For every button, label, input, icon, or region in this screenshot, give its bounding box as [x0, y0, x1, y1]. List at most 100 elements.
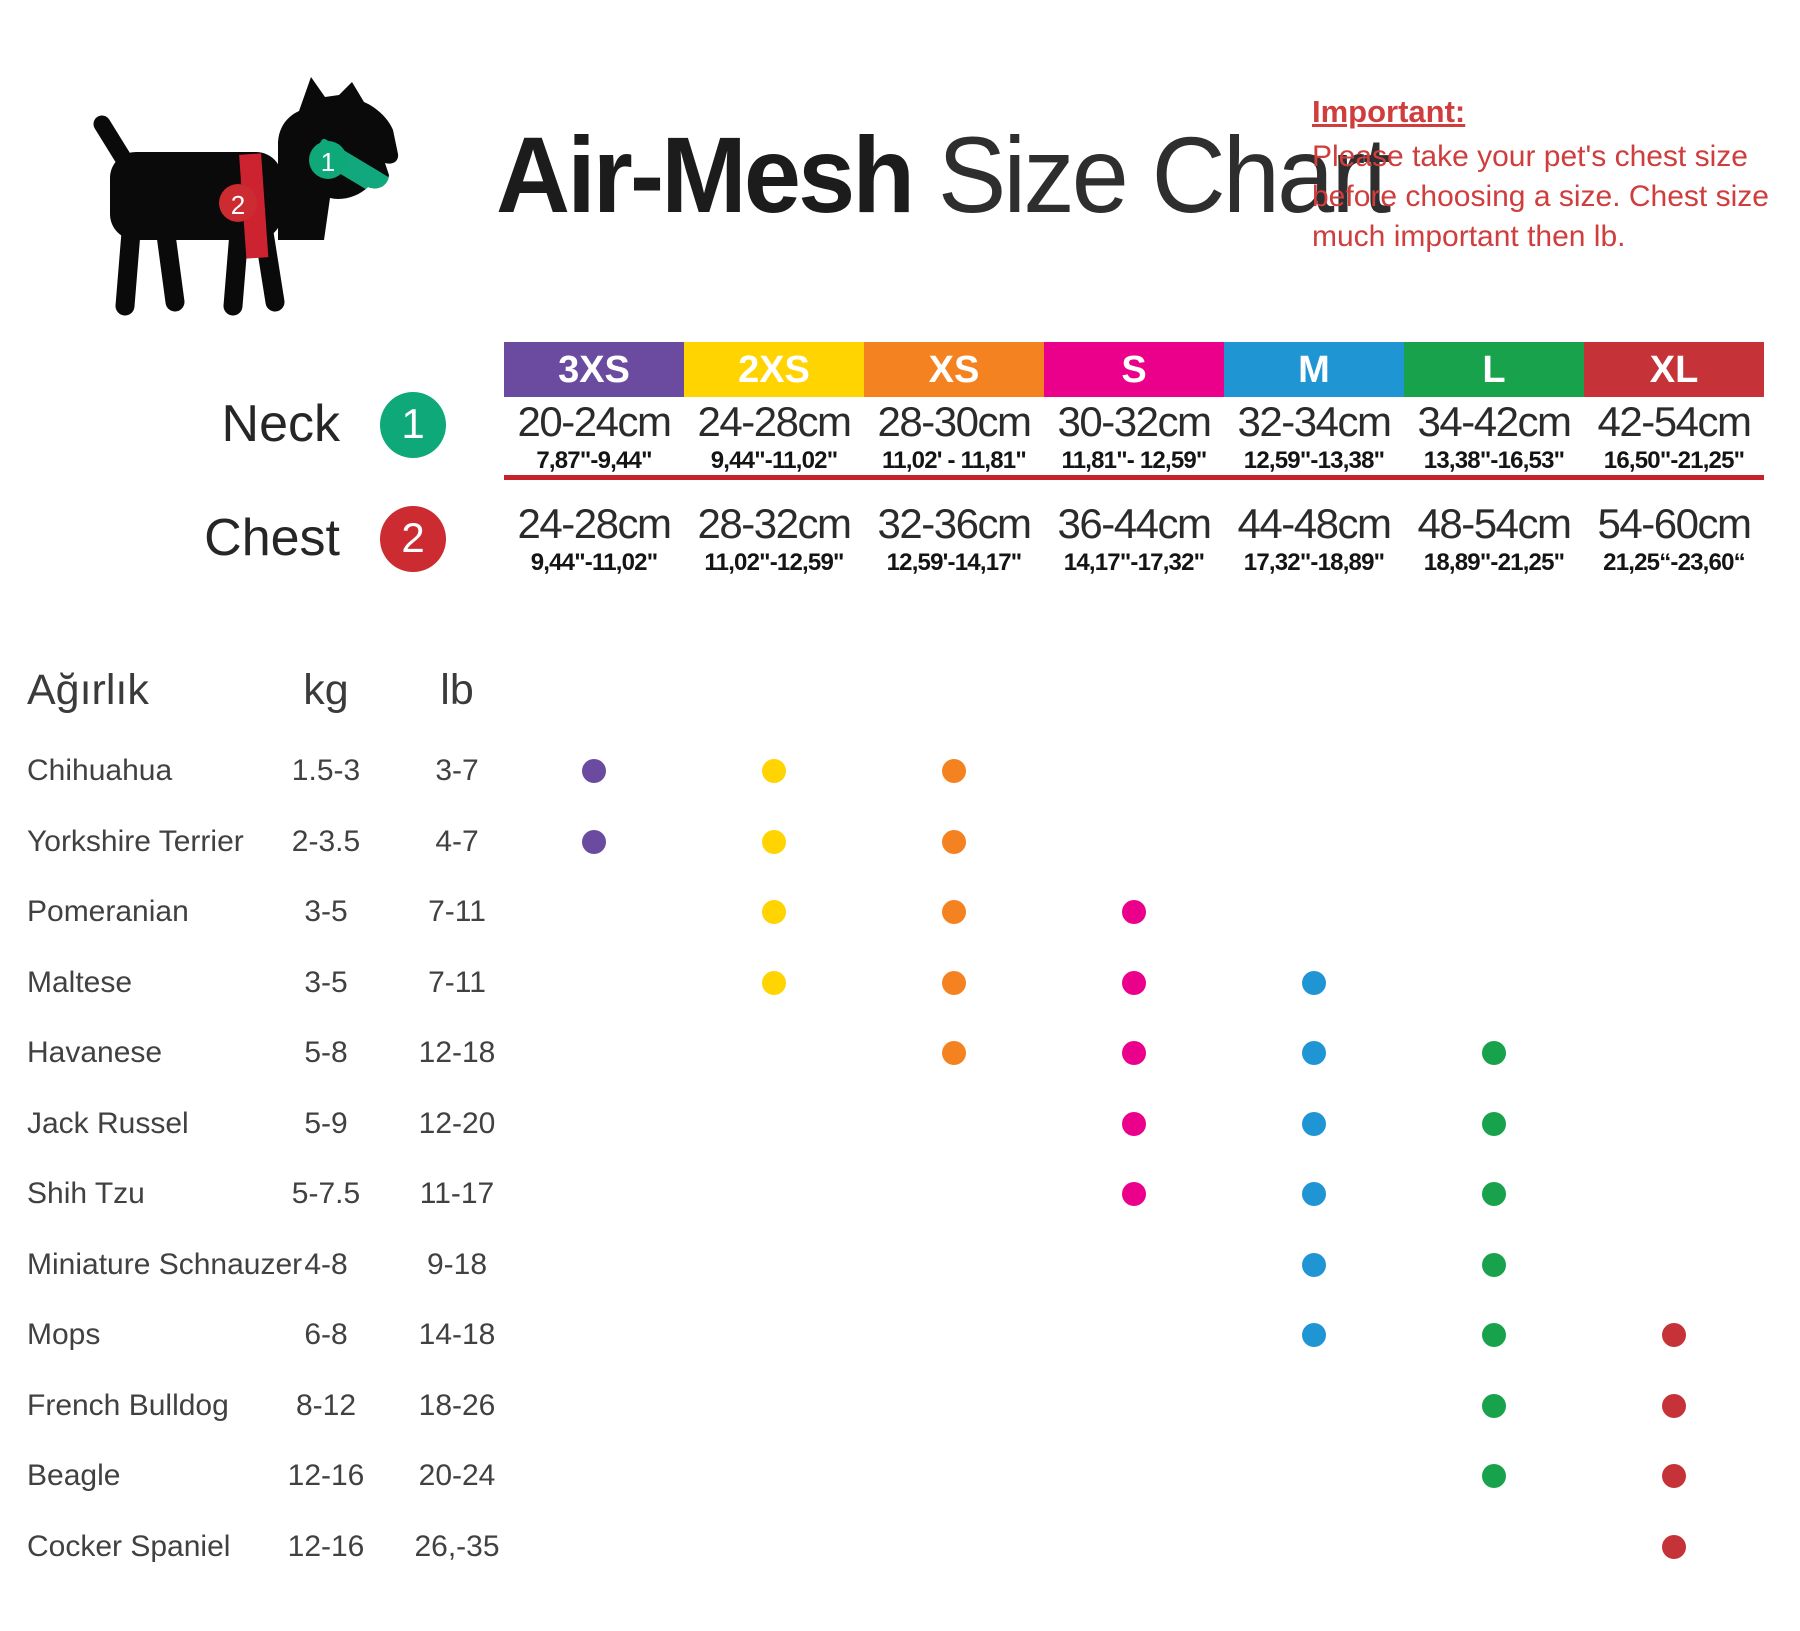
neck-inch-value: 9,44"-11,02" — [710, 447, 838, 474]
size-dot-2xs — [762, 971, 786, 995]
size-dot-m — [1302, 1323, 1326, 1347]
kg-value: 1.5-3 — [291, 754, 361, 787]
chest-marker-badge — [219, 184, 257, 222]
size-dot-xs — [942, 1041, 966, 1065]
kg-column-header: kg — [303, 666, 349, 714]
size-dot-l — [1482, 1464, 1506, 1488]
lb-column-header: lb — [440, 666, 474, 714]
size-header-cell-xl: XL — [1584, 342, 1764, 397]
size-header-cell-l: L — [1404, 342, 1584, 397]
size-dot-xl — [1662, 1394, 1686, 1418]
size-header-cell-m: M — [1224, 342, 1404, 397]
kg-value: 6-8 — [304, 1318, 348, 1351]
chest-inch-value: 18,89"-21,25" — [1423, 549, 1565, 576]
breed-row: Cocker Spaniel 12-16 26,-35 — [0, 1512, 1800, 1582]
neck-inch-value: 16,50"-21,25" — [1603, 447, 1745, 474]
kg-value: 3-5 — [304, 895, 348, 928]
size-dot-l — [1482, 1394, 1506, 1418]
breed-row: Miniature Schnauzer 4-8 9-18 — [0, 1230, 1800, 1300]
size-dot-xs — [942, 900, 966, 924]
chest-size-cell-m: 44-48cm 17,32"-18,89" — [1224, 500, 1404, 578]
dog-harness-illustration: 1 2 — [93, 77, 399, 316]
kg-value: 5-9 — [304, 1107, 348, 1140]
size-dot-3xs — [582, 759, 606, 783]
page-title-bold: Air-Mesh — [496, 114, 915, 235]
chest-inch-value: 14,17"-17,32" — [1063, 549, 1205, 576]
kg-value: 3-5 — [304, 966, 348, 999]
neck-cm-value: 24-28cm — [697, 398, 852, 445]
chest-inch-value: 11,02"-12,59" — [704, 549, 844, 576]
neck-cm-value: 30-32cm — [1057, 398, 1212, 445]
size-dot-xs — [942, 830, 966, 854]
chest-cm-value: 48-54cm — [1417, 500, 1572, 547]
kg-value: 12-16 — [287, 1459, 365, 1492]
size-dot-xl — [1662, 1464, 1686, 1488]
size-dot-m — [1302, 1253, 1326, 1277]
lb-value: 9-18 — [426, 1248, 488, 1281]
size-dot-s — [1122, 1112, 1146, 1136]
breed-name: Jack Russel — [27, 1107, 189, 1140]
size-dot-m — [1302, 1182, 1326, 1206]
breed-name: Cocker Spaniel — [27, 1530, 231, 1563]
neck-inch-value: 11,81"- 12,59" — [1061, 447, 1207, 474]
lb-value: 3-7 — [435, 754, 479, 787]
neck-cm-value: 42-54cm — [1597, 398, 1752, 445]
neck-values-row: 20-24cm 7,87"-9,44" 24-28cm 9,44"-11,02" 28-… — [504, 398, 1764, 476]
breed-row: Beagle 12-16 20-24 — [0, 1441, 1800, 1511]
important-body: Please take your pet's chest size before… — [1312, 140, 1769, 253]
neck-size-cell-s: 30-32cm 11,81"- 12,59" — [1044, 398, 1224, 476]
neck-size-cell-l: 34-42cm 13,38"-16,53" — [1404, 398, 1584, 476]
breed-row: Maltese 3-5 7-11 — [0, 948, 1800, 1018]
neck-cm-value: 20-24cm — [517, 398, 672, 445]
size-dot-xl — [1662, 1535, 1686, 1559]
kg-value: 8-12 — [295, 1389, 357, 1422]
chest-cm-value: 36-44cm — [1057, 500, 1212, 547]
page-title: Air-Mesh Size Chart — [496, 112, 1391, 237]
size-header-cell-2xs: 2XS — [684, 342, 864, 397]
breed-name: Beagle — [27, 1459, 121, 1492]
breed-name: Chihuahua — [27, 754, 173, 787]
size-dot-l — [1482, 1253, 1506, 1277]
neck-marker-badge — [309, 141, 347, 179]
chest-cm-value: 44-48cm — [1237, 500, 1392, 547]
breed-name: Shih Tzu — [27, 1177, 145, 1210]
chest-cm-value: 32-36cm — [877, 500, 1032, 547]
neck-chest-divider — [504, 475, 1764, 480]
size-header-cell-xs: XS — [864, 342, 1044, 397]
chest-inch-value: 17,32"-18,89" — [1243, 549, 1385, 576]
chest-cm-value: 24-28cm — [517, 500, 672, 547]
neck-label: Neck — [221, 395, 340, 453]
size-dot-3xs — [582, 830, 606, 854]
lb-value: 26,-35 — [414, 1530, 500, 1563]
size-dot-2xs — [762, 830, 786, 854]
neck-inch-value: 11,02' - 11,81" — [882, 447, 1027, 474]
neck-cm-value: 32-34cm — [1237, 398, 1392, 445]
chest-marker-number: 2 — [231, 190, 245, 220]
chest-size-cell-2xs: 28-32cm 11,02"-12,59" — [684, 500, 864, 578]
lb-value: 14-18 — [418, 1318, 496, 1351]
breed-name: Mops — [27, 1318, 101, 1351]
neck-cm-value: 28-30cm — [877, 398, 1032, 445]
kg-value: 12-16 — [287, 1530, 365, 1563]
lb-value: 11-17 — [419, 1177, 495, 1210]
chest-marker-circle: 2 — [380, 506, 446, 572]
chest-values-row: 24-28cm 9,44"-11,02" 28-32cm 11,02"-12,59" 3… — [504, 500, 1764, 578]
weight-column-header: Ağırlık — [27, 666, 149, 714]
neck-inch-value: 13,38"-16,53" — [1423, 447, 1565, 474]
neck-cm-value: 34-42cm — [1417, 398, 1572, 445]
breed-row: Jack Russel 5-9 12-20 — [0, 1089, 1800, 1159]
neck-inch-value: 12,59"-13,38" — [1243, 447, 1385, 474]
breed-name: Maltese — [27, 966, 133, 999]
chest-size-cell-xs: 32-36cm 12,59'-14,17" — [864, 500, 1044, 578]
lb-value: 7-11 — [428, 895, 486, 928]
size-dot-m — [1302, 971, 1326, 995]
size-dot-s — [1122, 1182, 1146, 1206]
chest-label: Chest — [204, 509, 340, 567]
chest-cm-value: 54-60cm — [1597, 500, 1752, 547]
size-dot-m — [1302, 1041, 1326, 1065]
size-dot-l — [1482, 1112, 1506, 1136]
size-dot-l — [1482, 1323, 1506, 1347]
breed-row: Shih Tzu 5-7.5 11-17 — [0, 1159, 1800, 1229]
important-heading: Important: — [1312, 94, 1466, 129]
